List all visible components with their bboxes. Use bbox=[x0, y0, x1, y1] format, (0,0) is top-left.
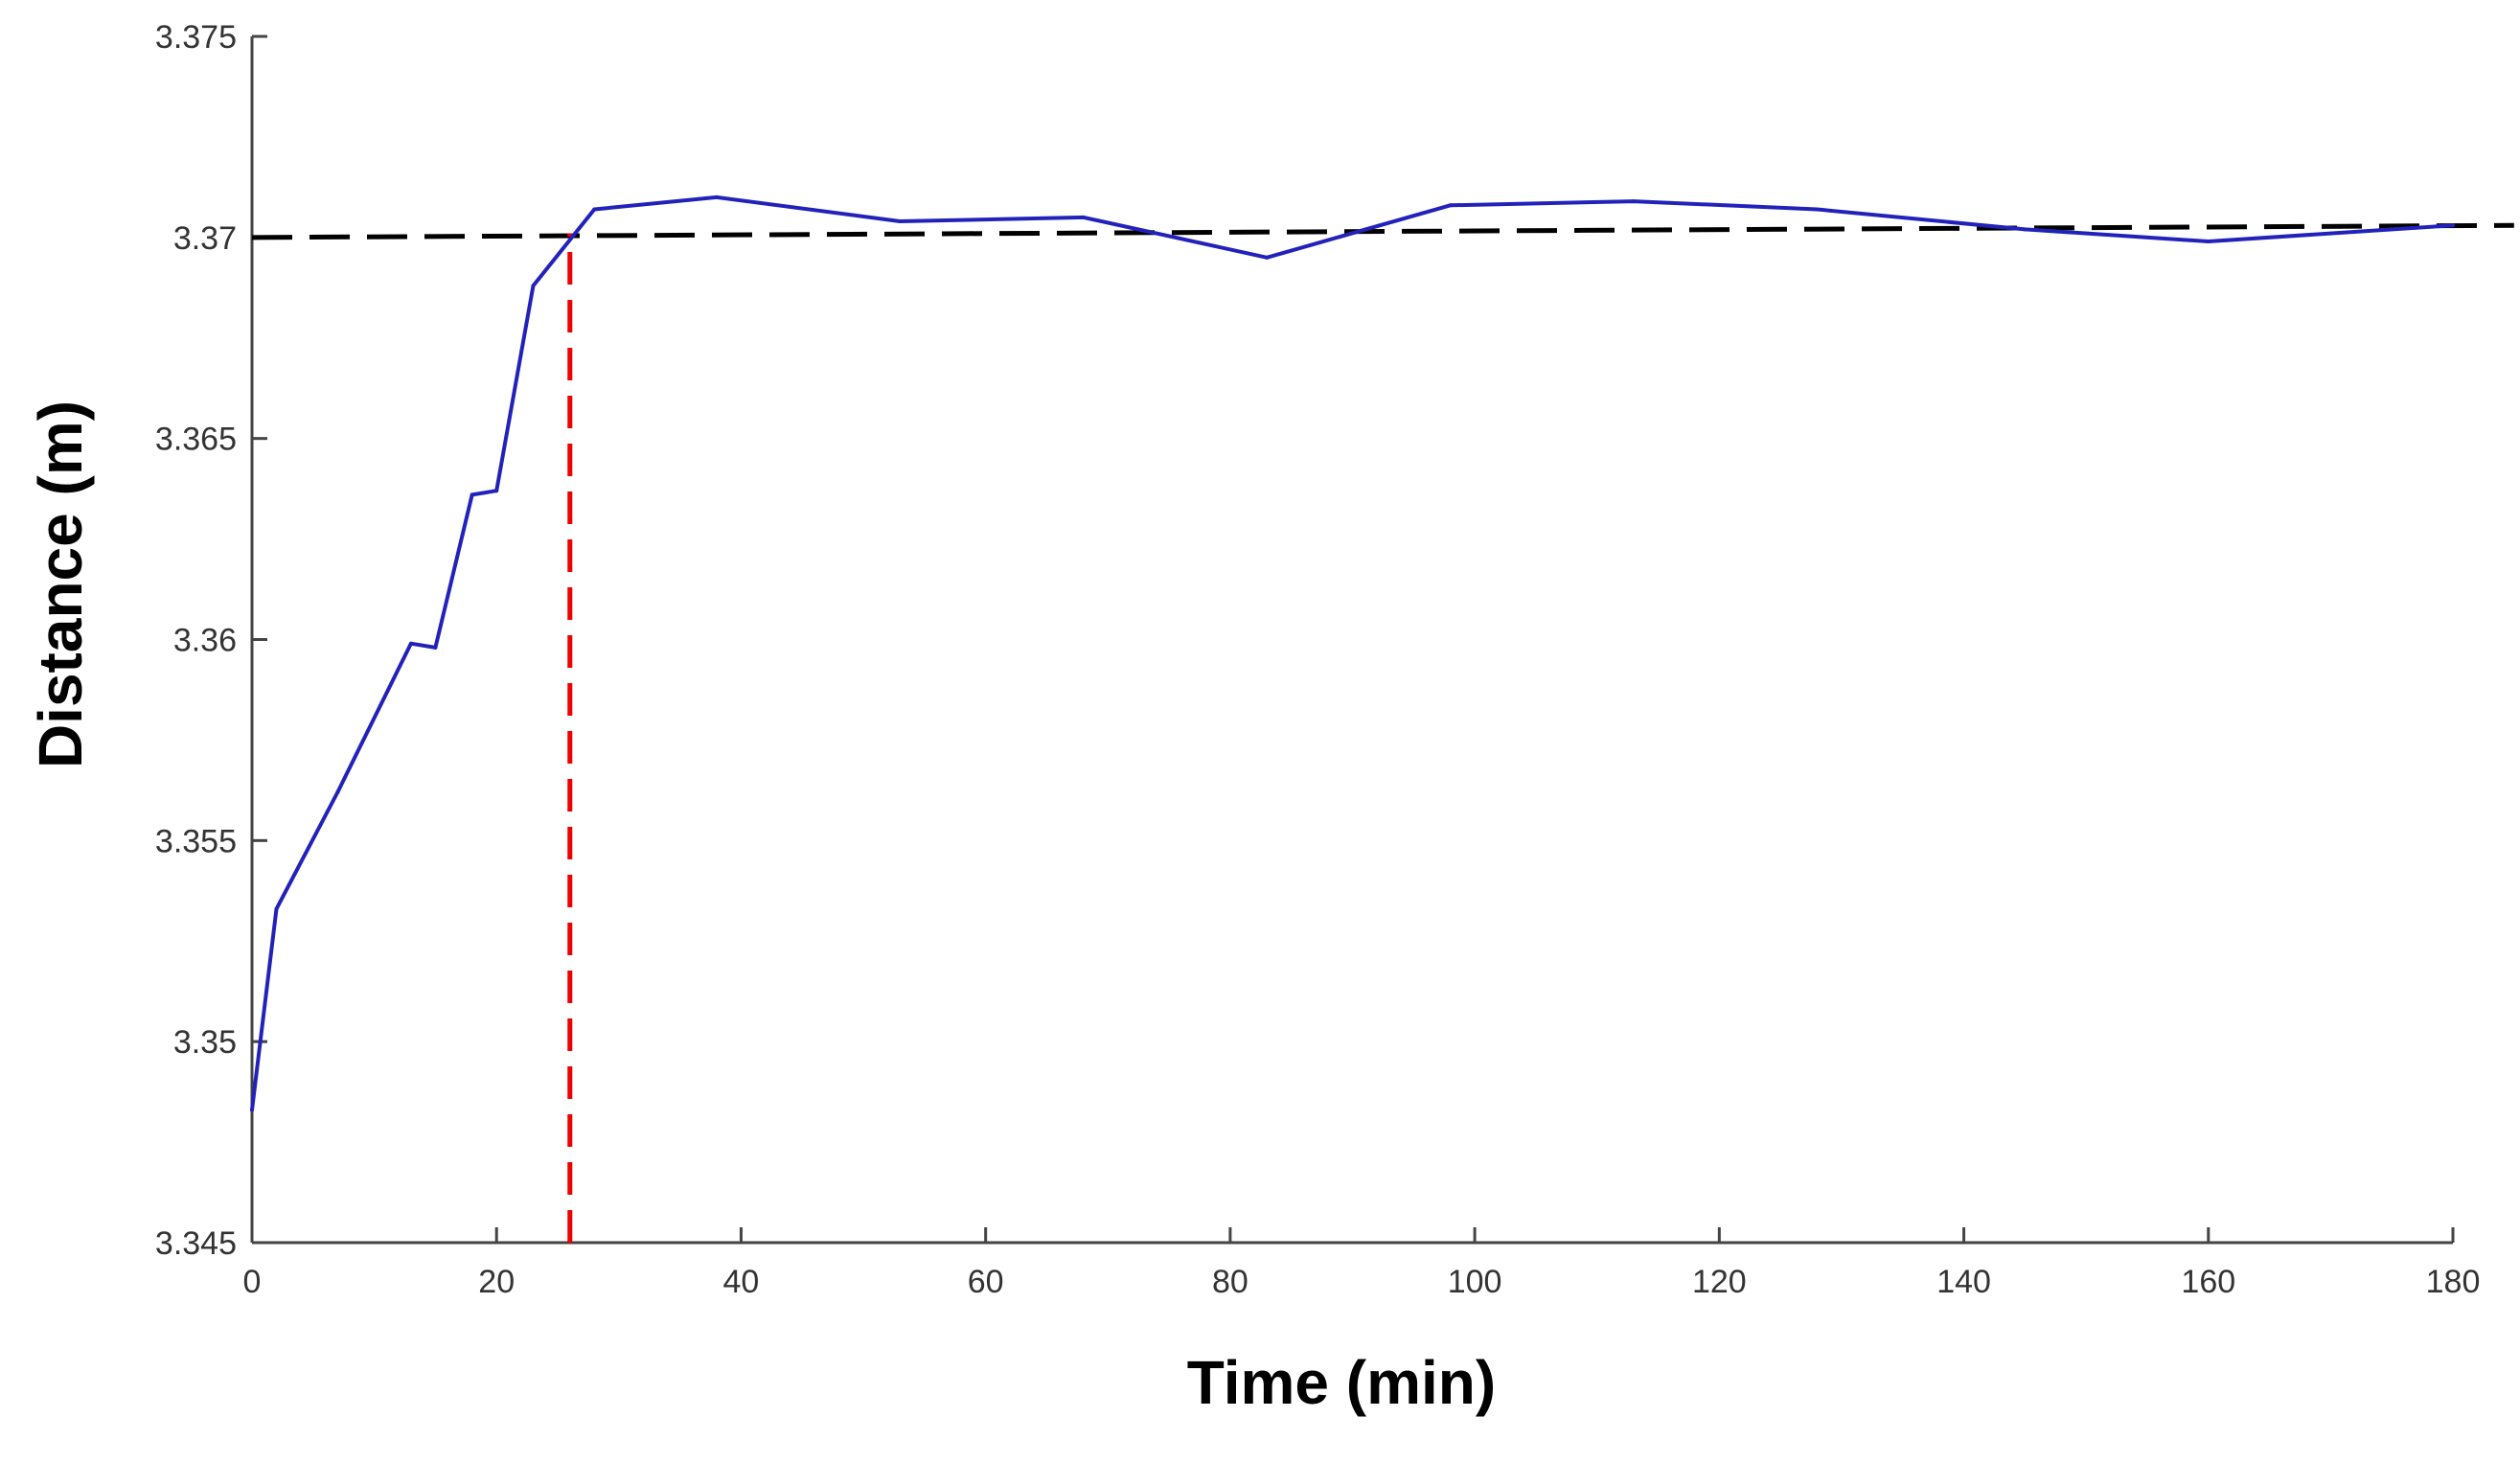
data-point bbox=[470, 492, 474, 497]
x-tick-label: 40 bbox=[723, 1264, 760, 1300]
y-tick-label: 3.35 bbox=[173, 1024, 237, 1061]
data-point bbox=[1265, 255, 1270, 260]
annotations bbox=[251, 222, 2514, 1243]
data-point bbox=[1815, 207, 1820, 212]
data-point bbox=[274, 906, 279, 911]
y-axis-title: Distance (m) bbox=[26, 400, 95, 768]
series-group bbox=[250, 194, 2455, 1112]
data-point bbox=[898, 219, 903, 224]
data-point bbox=[494, 489, 499, 493]
x-tick-label: 120 bbox=[1692, 1264, 1747, 1300]
x-axis-title: Time (min) bbox=[1187, 1348, 1496, 1417]
data-point bbox=[1632, 199, 1637, 204]
x-tick-label: 160 bbox=[2181, 1264, 2235, 1300]
data-point bbox=[531, 284, 536, 288]
x-tick-label: 100 bbox=[1448, 1264, 1502, 1300]
series-line-distance bbox=[250, 194, 2455, 1112]
data-point bbox=[408, 641, 413, 646]
x-tick-label: 180 bbox=[2426, 1264, 2481, 1300]
y-tick-label: 3.36 bbox=[173, 623, 237, 659]
axes bbox=[250, 36, 2453, 1245]
x-axis-ticks: 0 20 40 60 80 100 120 140 160 180 bbox=[243, 1227, 2481, 1300]
y-tick-label: 3.355 bbox=[155, 823, 237, 859]
y-axis-ticks: 3.345 3.35 3.355 3.36 3.365 3.37 3.375 bbox=[155, 19, 267, 1262]
data-point bbox=[433, 645, 438, 650]
data-point bbox=[1081, 215, 1086, 219]
y-tick-label: 3.37 bbox=[173, 220, 237, 257]
data-point bbox=[2206, 240, 2211, 244]
data-point bbox=[250, 1108, 254, 1112]
steady-state-reference-line bbox=[251, 222, 2514, 240]
x-tick-label: 0 bbox=[243, 1264, 262, 1300]
x-tick-label: 60 bbox=[968, 1264, 1004, 1300]
data-point bbox=[592, 207, 597, 212]
y-tick-label: 3.345 bbox=[155, 1225, 237, 1262]
data-point bbox=[1448, 203, 1453, 208]
y-tick-label: 3.365 bbox=[155, 422, 237, 458]
data-point bbox=[2451, 223, 2455, 228]
data-point bbox=[335, 789, 340, 794]
x-tick-label: 140 bbox=[1936, 1264, 1991, 1300]
x-tick-label: 80 bbox=[1212, 1264, 1249, 1300]
data-point bbox=[2023, 227, 2027, 232]
x-tick-label: 20 bbox=[478, 1264, 515, 1300]
y-tick-label: 3.375 bbox=[155, 19, 237, 56]
data-point bbox=[714, 194, 719, 199]
